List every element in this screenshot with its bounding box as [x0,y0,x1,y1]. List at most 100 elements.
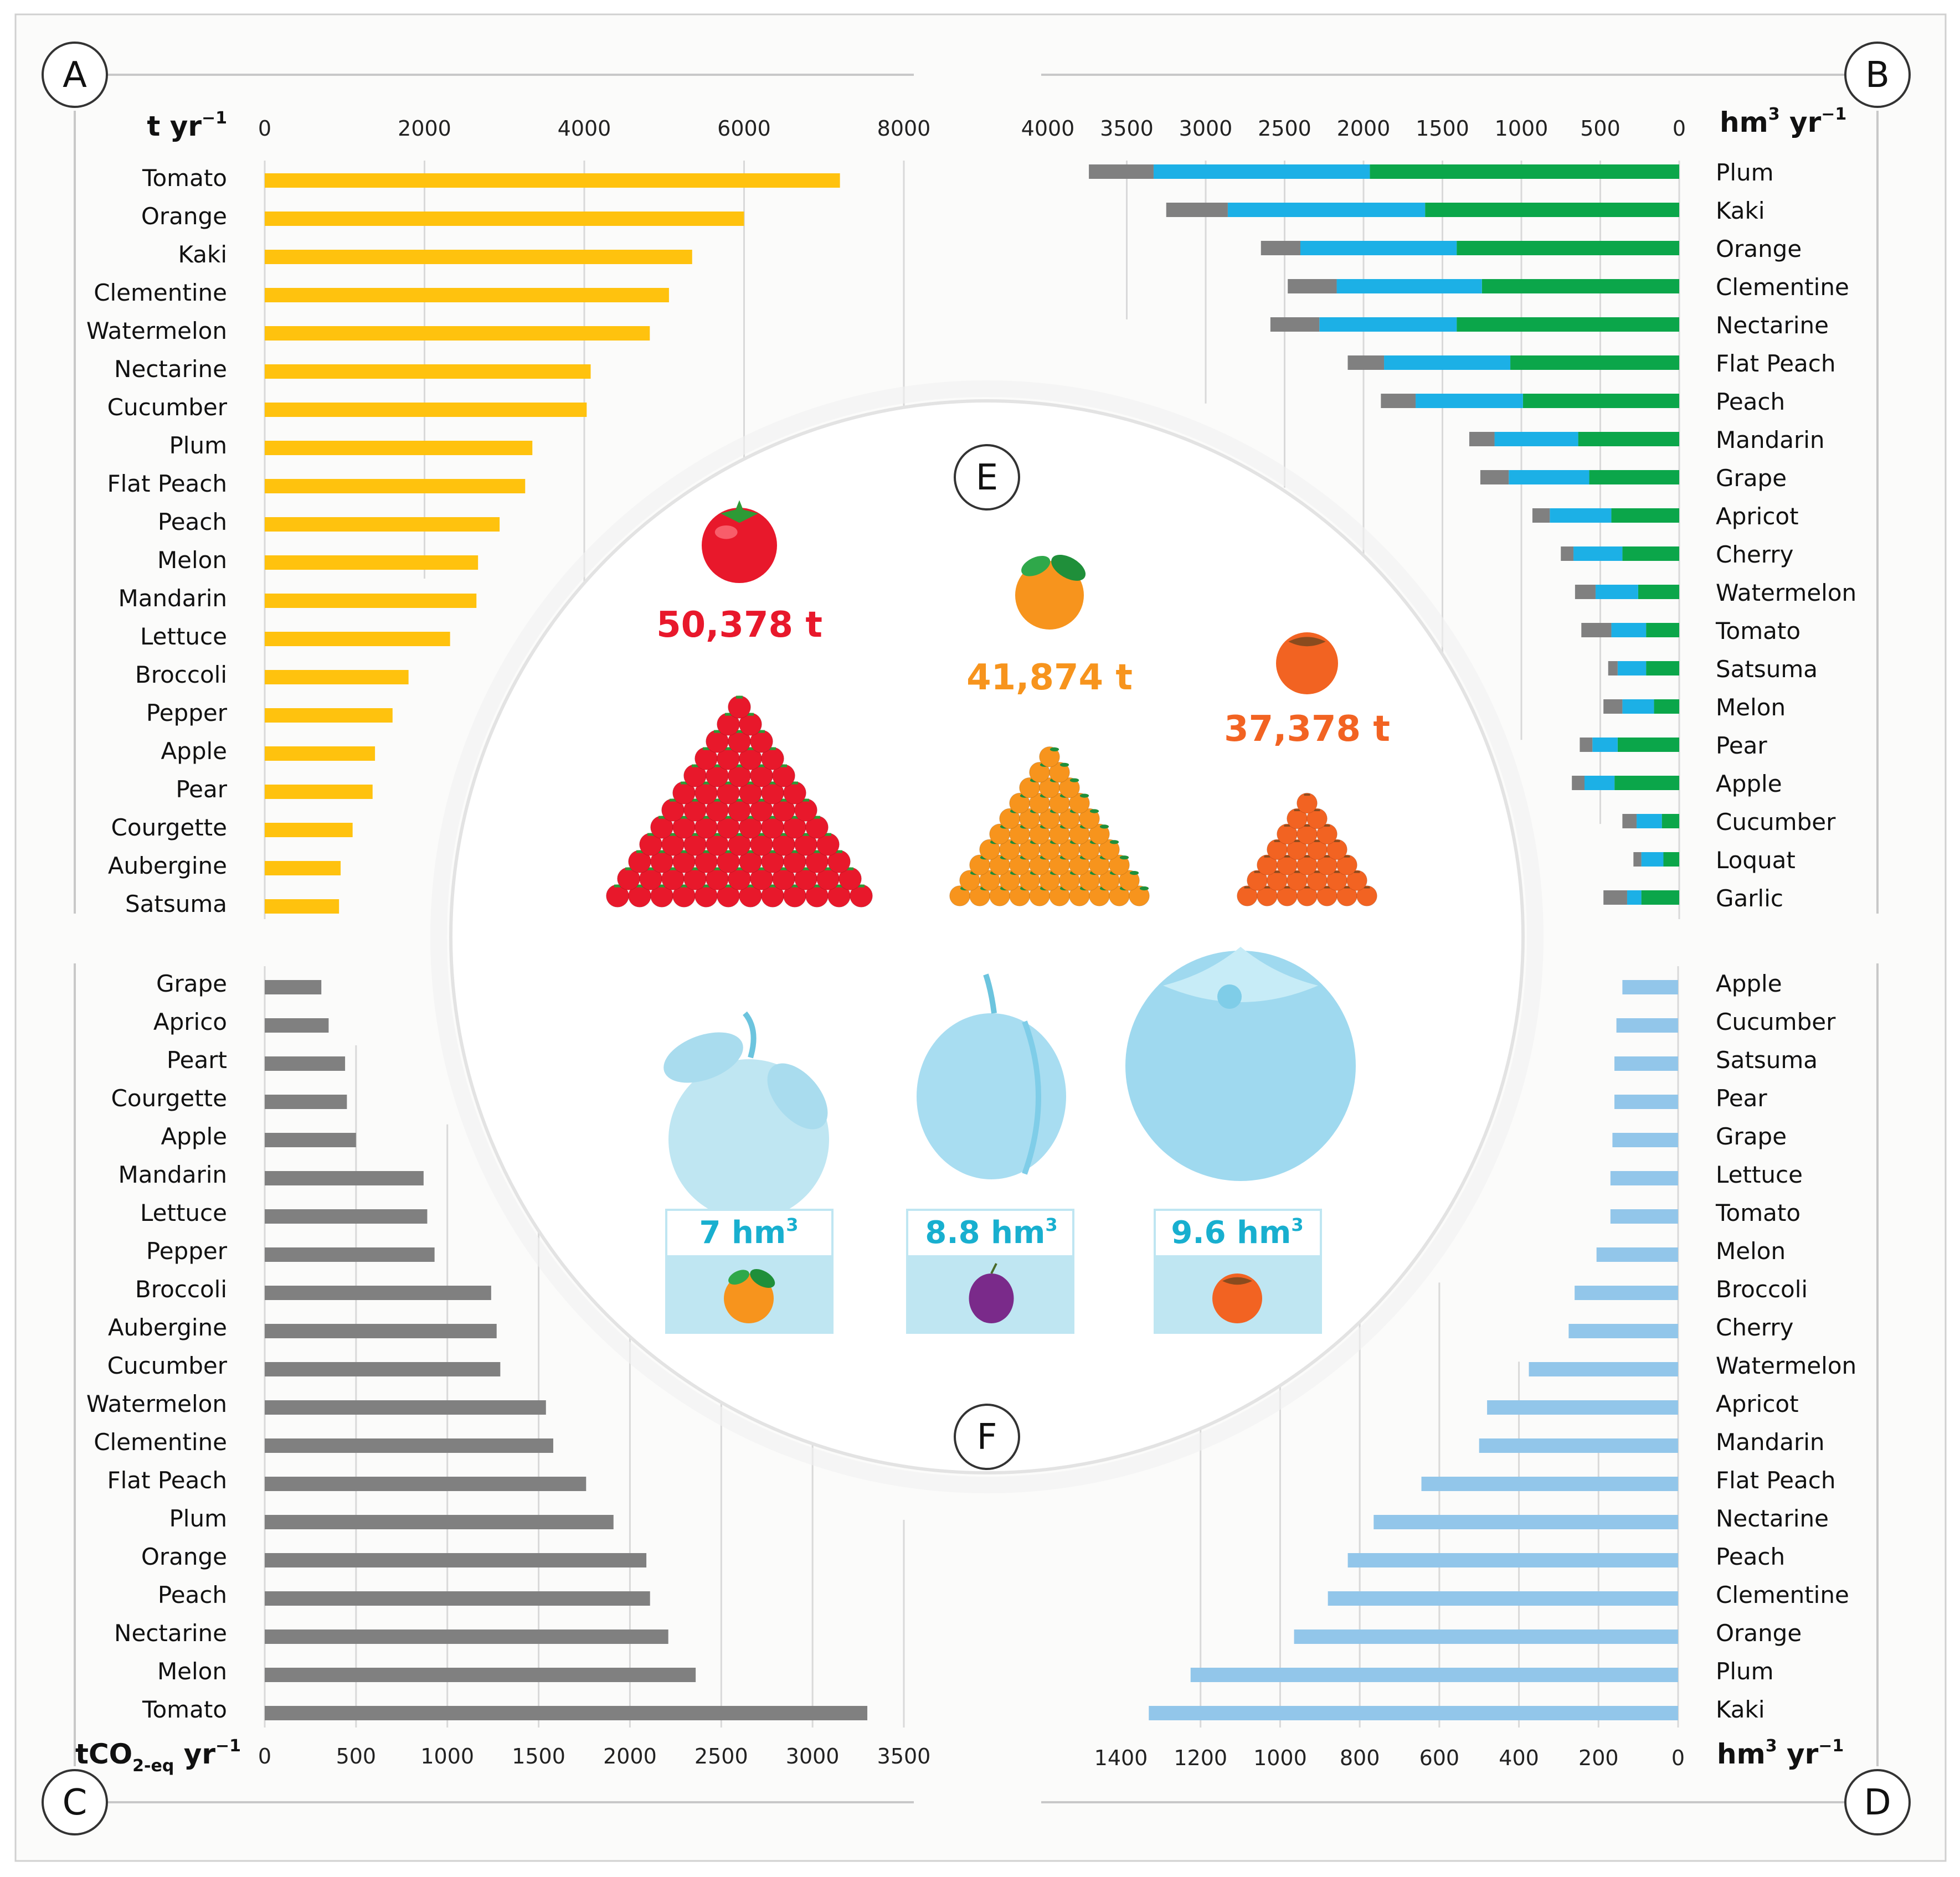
bar-b-green-0 [1370,164,1679,179]
bar-b-grey-9 [1532,508,1550,523]
tick-a-0: 0 [258,116,271,141]
bar-d-0 [1622,980,1678,994]
label-b-14: Melon [1716,694,1786,721]
bar-a-2 [265,250,692,264]
bar-b-grey-1 [1166,203,1228,217]
bar-a-6 [265,403,587,417]
mass-fruit-1-orange-icon [1015,554,1086,630]
tick-a-4000: 4000 [558,116,611,141]
label-d-6: Tomato [1715,1199,1800,1226]
water-fruit-1-plum-icon [969,1263,1014,1323]
svg-text:A: A [63,55,87,96]
label-c-15: Orange [141,1543,227,1570]
bar-b-blue-4 [1319,317,1457,332]
bar-d-8 [1575,1286,1678,1300]
bar-c-19 [265,1706,868,1720]
water-box-2: 9.6 hm3 [1154,1209,1322,1334]
label-d-2: Satsuma [1716,1046,1818,1074]
bar-c-7 [265,1247,435,1262]
bar-b-blue-13 [1617,661,1647,675]
bar-d-1 [1616,1018,1678,1033]
label-a-11: Mandarin [118,585,227,612]
tick-d-800: 800 [1340,1746,1380,1770]
bar-d-5 [1610,1171,1678,1185]
bar-d-19 [1149,1706,1678,1720]
bar-d-14 [1373,1515,1678,1529]
badge-e: E [954,444,1020,510]
badge-a: A [42,42,108,108]
label-c-1: Aprico [153,1008,227,1035]
label-d-0: Apple [1716,970,1782,997]
bar-b-green-9 [1611,508,1679,523]
label-c-2: Peart [167,1046,227,1074]
bar-c-15 [265,1553,647,1567]
bar-b-blue-1 [1227,203,1426,217]
unit-label-d: hm3 yr−1 [1717,1736,1844,1770]
panel-f-water: 7 hm3 8.8 hm3 9.6 hm3 [663,947,1356,1334]
bar-a-15 [265,746,375,761]
bar-b-grey-11 [1575,585,1596,599]
water-box-1: 8.8 hm3 [906,1209,1074,1334]
badge-f: F [954,1404,1020,1470]
label-c-11: Watermelon [86,1390,227,1417]
tick-d-1000: 1000 [1253,1746,1307,1770]
label-a-5: Nectarine [114,355,227,383]
bar-b-blue-3 [1336,279,1482,293]
bar-b-green-16 [1614,776,1679,790]
bar-b-green-17 [1661,814,1679,828]
label-b-18: Loquat [1716,847,1796,874]
label-c-6: Lettuce [140,1199,227,1226]
bar-a-3 [265,288,669,302]
bar-d-7 [1596,1247,1678,1262]
label-a-4: Watermelon [86,317,227,344]
bar-b-grey-6 [1381,394,1416,408]
bar-b-blue-12 [1611,623,1647,637]
bar-b-grey-13 [1608,661,1618,675]
bar-c-13 [265,1477,587,1491]
label-d-13: Flat Peach [1716,1467,1836,1494]
label-c-3: Courgette [111,1085,227,1112]
water-fruits [663,947,1356,1220]
bar-b-grey-19 [1603,890,1627,905]
label-c-10: Cucumber [107,1352,228,1379]
mass-label-1: 41,874 t [966,657,1133,698]
bar-b-blue-16 [1585,776,1615,790]
badge-c: C [42,1769,108,1835]
label-a-13: Broccoli [135,661,227,688]
label-a-6: Cucumber [107,394,228,421]
ice-persimmon-icon [1125,951,1356,1181]
bar-b-blue-14 [1622,699,1654,714]
label-d-8: Broccoli [1716,1276,1808,1303]
bar-a-9 [265,517,500,532]
bar-a-0 [265,173,840,188]
label-d-10: Watermelon [1716,1352,1856,1379]
bar-c-5 [265,1171,424,1185]
bar-b-blue-6 [1416,394,1523,408]
bar-c-16 [265,1591,650,1606]
label-a-0: Tomato [142,164,227,192]
label-a-12: Lettuce [140,623,227,650]
label-a-1: Orange [141,203,227,230]
bar-a-10 [265,555,479,570]
bar-a-12 [265,632,450,646]
tick-d-0: 0 [1671,1746,1685,1770]
label-a-19: Satsuma [125,890,227,917]
label-b-8: Grape [1716,465,1787,492]
bar-b-green-12 [1646,623,1679,637]
bar-c-1 [265,1018,329,1033]
panel-d-chart: 1400 1200 1000 800 600 400 200 0 Apple Cucumber Sa… [1094,966,1856,1770]
bar-d-6 [1610,1209,1678,1224]
bar-b-blue-8 [1509,470,1589,484]
mass-fruit-0-tomato-icon [702,500,777,583]
bar-b-blue-18 [1641,852,1664,867]
bar-c-0 [265,980,322,994]
panel-c-chart: 0 500 1000 1500 2000 2500 3000 3500 Grape Aprico P… [86,966,930,1768]
tick-d-600: 600 [1419,1746,1460,1770]
label-c-0: Grape [156,970,227,997]
tick-b-4000: 4000 [1021,116,1075,141]
label-a-15: Apple [161,738,227,765]
label-a-16: Pear [176,776,227,803]
mass-pyramid-2 [1237,792,1377,906]
